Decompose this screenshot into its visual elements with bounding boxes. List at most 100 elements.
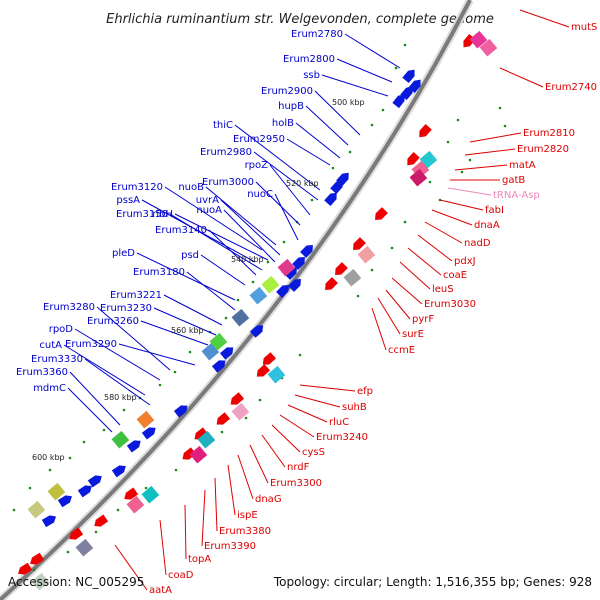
gene-label-forward: Erum3000 xyxy=(202,177,254,188)
gene-label-forward: nuoB xyxy=(178,182,204,193)
gene-block xyxy=(267,365,286,384)
gene-label-reverse: Erum2820 xyxy=(517,144,569,155)
gene-label-forward: ribH xyxy=(152,209,173,220)
gc-dot xyxy=(102,428,106,432)
leader-line xyxy=(336,58,393,83)
kbp-tick-label: 600 kbp xyxy=(32,453,65,462)
gc-dot xyxy=(258,398,262,402)
gene-label-reverse: Erum3240 xyxy=(316,432,368,443)
gc-dot xyxy=(66,550,70,554)
leader-line xyxy=(63,344,146,396)
gc-dot xyxy=(468,158,472,162)
gene-label-reverse: fabI xyxy=(485,205,504,216)
gene-label-forward: holB xyxy=(272,118,294,129)
gene-label-forward: Erum2950 xyxy=(233,134,285,145)
gene-label-reverse: dnaA xyxy=(474,220,500,231)
gene-label-reverse: topA xyxy=(188,554,211,565)
gc-dot xyxy=(220,430,224,434)
reverse-gene-arrow xyxy=(256,364,271,377)
reverse-gene-arrow xyxy=(69,527,84,540)
gc-dot xyxy=(282,240,286,244)
gene-block xyxy=(197,430,216,449)
gene-label-forward: hupB xyxy=(278,101,304,112)
leader-line xyxy=(399,261,431,290)
leader-line xyxy=(136,252,236,301)
leader-line xyxy=(371,307,387,351)
gene-block xyxy=(27,500,46,519)
leader-line xyxy=(208,229,257,276)
leader-line xyxy=(391,277,423,305)
leader-line xyxy=(184,504,187,560)
gene-block xyxy=(249,286,268,305)
leader-line xyxy=(205,186,277,246)
leader-line xyxy=(169,213,263,271)
gc-dot xyxy=(144,486,148,490)
leader-line xyxy=(84,358,151,406)
gene-label-reverse: Erum2740 xyxy=(545,82,597,93)
forward-gene-arrow xyxy=(402,69,415,84)
gene-label-forward: psd xyxy=(181,250,199,261)
gene-label-forward: Erum3360 xyxy=(16,367,68,378)
reverse-gene-arrow xyxy=(353,237,366,250)
leader-line xyxy=(67,387,113,433)
leader-line xyxy=(186,271,236,311)
gene-block xyxy=(231,308,250,327)
gene-block xyxy=(357,245,376,264)
gc-dot xyxy=(188,350,192,354)
kbp-tick-label: 500 kbp xyxy=(332,98,365,107)
leader-line xyxy=(407,247,442,276)
leader-line xyxy=(261,434,286,468)
forward-gene-arrow xyxy=(126,440,141,453)
gc-dot xyxy=(122,408,126,412)
leader-line xyxy=(255,181,301,226)
forward-gene-arrow xyxy=(211,360,226,373)
leader-line xyxy=(454,164,508,171)
forward-gene-arrow xyxy=(392,94,405,109)
leader-line xyxy=(253,151,319,201)
gene-label-forward: nuoC xyxy=(247,189,273,200)
gc-dot xyxy=(48,468,52,472)
gene-block xyxy=(141,485,160,504)
leader-line xyxy=(519,9,570,28)
gene-label-reverse: tRNA-Asp xyxy=(493,190,540,201)
kbp-tick-label: 580 kbp xyxy=(104,393,137,402)
reverse-gene-arrow xyxy=(94,514,109,527)
forward-gene-arrow xyxy=(141,427,156,440)
gene-label-forward: ssb xyxy=(303,70,320,81)
gene-label-reverse: ispE xyxy=(237,510,258,521)
leader-line xyxy=(287,404,328,423)
gc-dot xyxy=(356,294,360,298)
gene-label-forward: Erum3260 xyxy=(87,316,139,327)
gc-dot xyxy=(116,508,120,512)
gc-dot xyxy=(173,370,177,374)
gene-label-reverse: Erum3380 xyxy=(219,526,271,537)
gene-label-forward: Erum2800 xyxy=(283,54,335,65)
gene-label-forward: uvrA xyxy=(196,195,219,206)
leader-line xyxy=(271,424,301,453)
leader-line xyxy=(314,90,361,136)
gc-dot xyxy=(331,166,335,170)
gc-dot xyxy=(236,298,240,302)
forward-gene-arrow xyxy=(300,245,313,258)
kbp-tick-label: 540 kbp xyxy=(231,255,264,264)
reverse-gene-arrow xyxy=(230,392,245,405)
map-title: Ehrlichia ruminantium str. Welgevonden, … xyxy=(106,12,494,27)
gene-label-reverse: aatA xyxy=(149,585,172,596)
leader-line xyxy=(469,132,522,143)
leader-line xyxy=(294,394,341,408)
gc-dot xyxy=(446,140,450,144)
gene-label-reverse: nrdF xyxy=(287,462,310,473)
gc-dot xyxy=(403,220,407,224)
leader-line xyxy=(163,294,223,326)
leader-line xyxy=(464,148,516,156)
gc-dot xyxy=(158,383,162,387)
gene-block xyxy=(231,402,250,421)
reverse-gene-arrow xyxy=(30,552,45,565)
gene-block xyxy=(136,410,155,429)
leader-line xyxy=(286,138,331,166)
gc-dot xyxy=(370,268,374,272)
gc-dot xyxy=(403,43,407,47)
gc-dot xyxy=(394,66,398,70)
reverse-gene-arrow xyxy=(18,562,33,575)
gene-label-forward: pssA xyxy=(116,195,140,206)
